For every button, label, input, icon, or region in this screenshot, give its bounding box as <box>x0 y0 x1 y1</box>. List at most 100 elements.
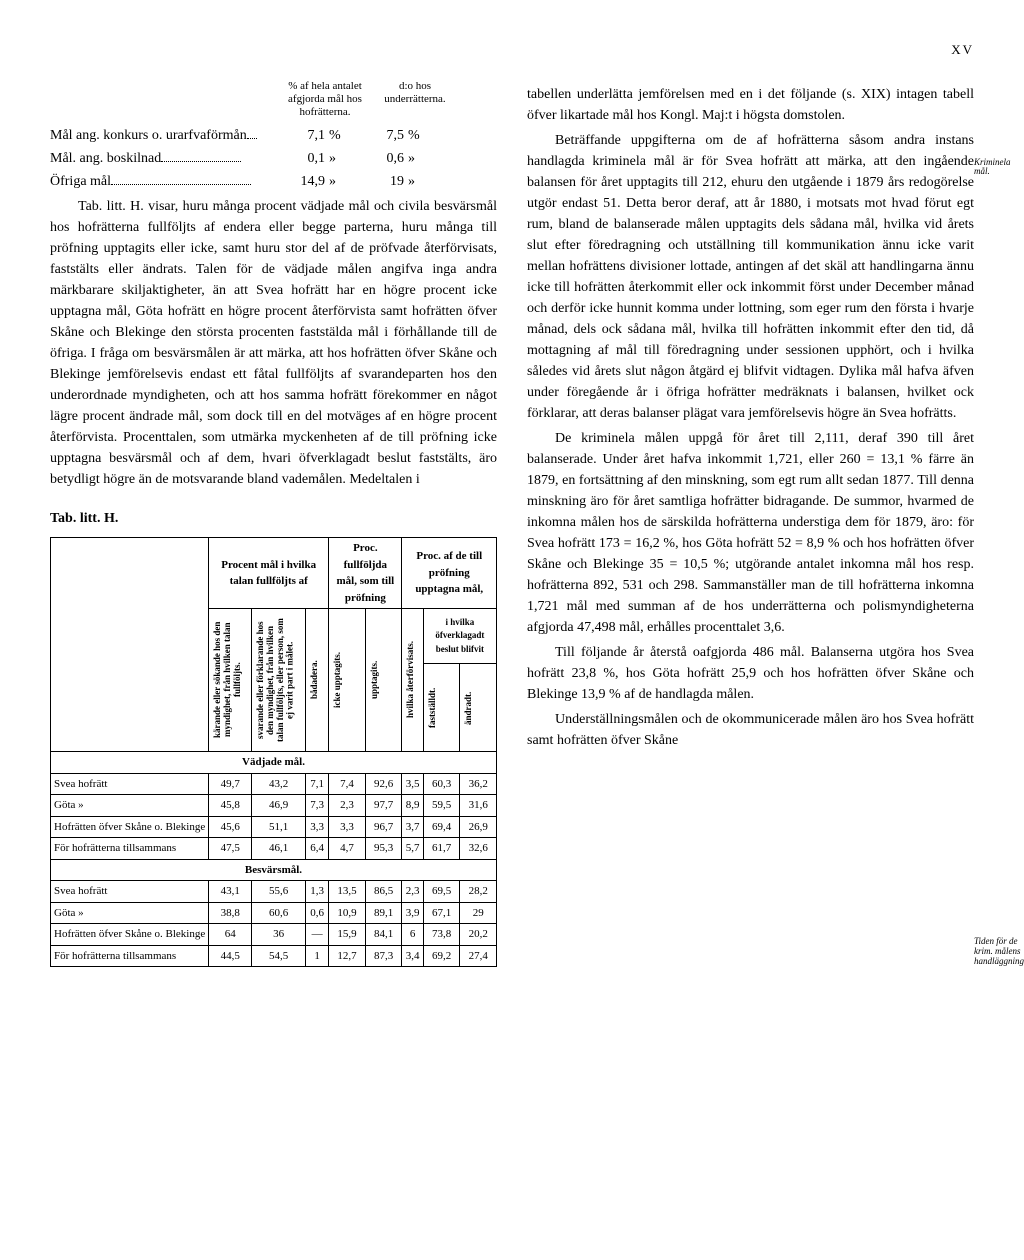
table-cell: 49,7 <box>209 773 252 795</box>
table-cell: 46,1 <box>252 838 306 860</box>
mini-value: 7,1 <box>270 125 329 146</box>
mini-value: 19 <box>354 171 408 192</box>
row-label: Svea hofrätt <box>51 881 209 903</box>
mini-value: 0,6 <box>354 148 408 169</box>
table-cell: 7,3 <box>306 795 329 817</box>
table-cell: 67,1 <box>423 902 460 924</box>
mini-value: 7,5 <box>354 125 408 146</box>
row-label: Göta » <box>51 902 209 924</box>
table-row: Göta »38,860,60,610,989,13,967,129 <box>51 902 497 924</box>
table-cell: 20,2 <box>460 924 497 946</box>
mini-value: 0,1 <box>270 148 329 169</box>
col-group-header: Proc. af de till pröfning upptagna mål, <box>402 538 497 609</box>
row-label: Hofrätten öfver Skåne o. Blekinge <box>51 924 209 946</box>
body-paragraph: Beträffande uppgifterna om de af hofrätt… <box>527 130 974 424</box>
table-cell: 61,7 <box>423 838 460 860</box>
table-cell: 6 <box>402 924 423 946</box>
table-cell: 97,7 <box>365 795 402 817</box>
table-cell: 45,8 <box>209 795 252 817</box>
table-cell: 84,1 <box>365 924 402 946</box>
table-cell: 13,5 <box>329 881 366 903</box>
table-row: Svea hofrätt49,743,27,17,492,63,560,336,… <box>51 773 497 795</box>
table-cell: 73,8 <box>423 924 460 946</box>
mini-table-headers: % af hela antalet afgjorda mål hos hofrä… <box>50 80 497 120</box>
row-label: Hofrätten öfver Skåne o. Blekinge <box>51 816 209 838</box>
table-cell: 7,1 <box>306 773 329 795</box>
table-cell: 51,1 <box>252 816 306 838</box>
mini-unit: » <box>408 171 428 192</box>
row-label: För hofrätterna tillsammans <box>51 838 209 860</box>
table-cell: 32,6 <box>460 838 497 860</box>
table-row: Hofrätten öfver Skåne o. Blekinge6436—15… <box>51 924 497 946</box>
table-cell: 89,1 <box>365 902 402 924</box>
two-column-layout: % af hela antalet afgjorda mål hos hofrä… <box>50 80 974 968</box>
table-cell: 60,3 <box>423 773 460 795</box>
col-header: fastställdt. <box>427 674 439 742</box>
table-cell: 2,3 <box>402 881 423 903</box>
mini-row: Mål. ang. boskilnad 0,1 » 0,6 » <box>50 148 497 169</box>
table-cell: 69,4 <box>423 816 460 838</box>
table-cell: 5,7 <box>402 838 423 860</box>
table-cell: 3,3 <box>329 816 366 838</box>
mini-unit: » <box>329 171 354 192</box>
col-header: upptagits. <box>369 611 381 749</box>
table-cell: 27,4 <box>460 945 497 967</box>
mini-unit: % <box>408 125 428 146</box>
table-cell: 47,5 <box>209 838 252 860</box>
col-sub-header: i hvilka öfverklagadt beslut blifvit <box>423 609 496 664</box>
table-cell: 69,2 <box>423 945 460 967</box>
table-row: Hofrätten öfver Skåne o. Blekinge45,651,… <box>51 816 497 838</box>
table-row: För hofrätterna tillsammans44,554,5112,7… <box>51 945 497 967</box>
table-cell: — <box>306 924 329 946</box>
table-section-header: Vädjade mål. <box>51 752 497 774</box>
table-cell: 31,6 <box>460 795 497 817</box>
table-cell: 15,9 <box>329 924 366 946</box>
right-column: Kriminela mål. Tiden för de krim. målens… <box>527 80 974 968</box>
mini-unit: % <box>329 125 354 146</box>
table-row: Svea hofrätt43,155,61,313,586,52,369,528… <box>51 881 497 903</box>
table-cell: 87,3 <box>365 945 402 967</box>
mini-label: Mål. ang. boskilnad <box>50 148 270 169</box>
table-cell: 3,7 <box>402 816 423 838</box>
table-cell: 3,4 <box>402 945 423 967</box>
table-cell: 29 <box>460 902 497 924</box>
table-cell: 3,9 <box>402 902 423 924</box>
mini-row: Mål ang. konkurs o. urarfvaförmån 7,1 % … <box>50 125 497 146</box>
body-paragraph: De kriminela målen uppgå för året till 2… <box>527 428 974 638</box>
table-cell: 59,5 <box>423 795 460 817</box>
table-cell: 7,4 <box>329 773 366 795</box>
table-cell: 69,5 <box>423 881 460 903</box>
col-group-header: Proc. fullföljda mål, som till pröfning <box>329 538 402 609</box>
table-cell: 45,6 <box>209 816 252 838</box>
row-label: Svea hofrätt <box>51 773 209 795</box>
mini-label: Öfriga mål <box>50 171 270 192</box>
table-row: Göta »45,846,97,32,397,78,959,531,6 <box>51 795 497 817</box>
table-cell: 38,8 <box>209 902 252 924</box>
table-title: Tab. litt. H. <box>50 508 497 529</box>
table-cell: 36,2 <box>460 773 497 795</box>
table-cell: 4,7 <box>329 838 366 860</box>
col-header: icke upptagits. <box>332 611 344 749</box>
col-header: svarande eller förklarande hos den myndi… <box>255 611 297 749</box>
table-row: För hofrätterna tillsammans47,546,16,44,… <box>51 838 497 860</box>
left-column: % af hela antalet afgjorda mål hos hofrä… <box>50 80 497 968</box>
mini-unit: » <box>408 148 428 169</box>
table-cell: 64 <box>209 924 252 946</box>
table-cell: 92,6 <box>365 773 402 795</box>
table-cell: 43,1 <box>209 881 252 903</box>
table-cell: 55,6 <box>252 881 306 903</box>
mini-header-2: d:o hos underrätterna. <box>380 80 450 120</box>
table-cell: 44,5 <box>209 945 252 967</box>
table-cell: 6,4 <box>306 838 329 860</box>
mini-unit: » <box>329 148 354 169</box>
table-cell: 3,5 <box>402 773 423 795</box>
table-cell: 1 <box>306 945 329 967</box>
page-number: XV <box>50 40 974 60</box>
table-cell: 46,9 <box>252 795 306 817</box>
mini-row: Öfriga mål 14,9 » 19 » <box>50 171 497 192</box>
table-cell: 3,3 <box>306 816 329 838</box>
table-cell: 10,9 <box>329 902 366 924</box>
row-label: För hofrätterna tillsammans <box>51 945 209 967</box>
col-header: bådadera. <box>309 611 321 749</box>
table-cell: 86,5 <box>365 881 402 903</box>
